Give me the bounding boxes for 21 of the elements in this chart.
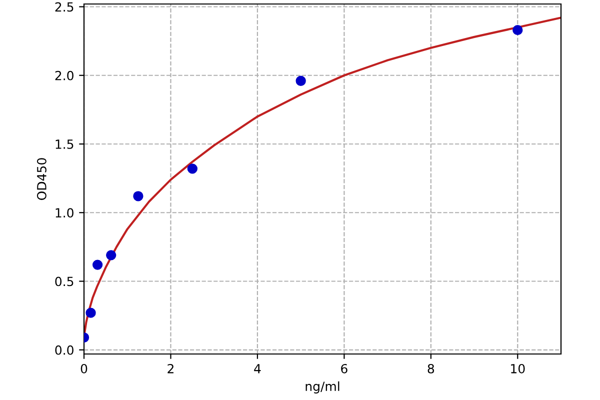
x-tick-label: 2: [168, 364, 174, 374]
y-tick-label: 0.5: [55, 276, 74, 286]
point: [187, 164, 198, 174]
x-tick-label: 4: [254, 364, 261, 374]
x-axis-title: ng/ml: [306, 381, 340, 394]
y-tick-label: 1.0: [56, 208, 74, 218]
y-tick-label: 2.5: [55, 2, 74, 12]
point: [86, 308, 96, 318]
x-tick-label: 0: [80, 364, 88, 374]
point: [512, 24, 523, 36]
y-tick-label: 0.0: [55, 345, 74, 355]
point: [133, 191, 144, 202]
x-tick-label: 6: [341, 364, 348, 374]
y-tick-label: 2.0: [55, 70, 74, 80]
point: [296, 76, 306, 86]
x-tick-label: 10: [511, 364, 525, 374]
point: [106, 250, 116, 260]
x-tick-label: 8: [428, 364, 434, 374]
y-tick-label: 1.5: [56, 140, 74, 149]
point: [92, 260, 103, 270]
y-axis-title: OD450: [36, 158, 46, 200]
